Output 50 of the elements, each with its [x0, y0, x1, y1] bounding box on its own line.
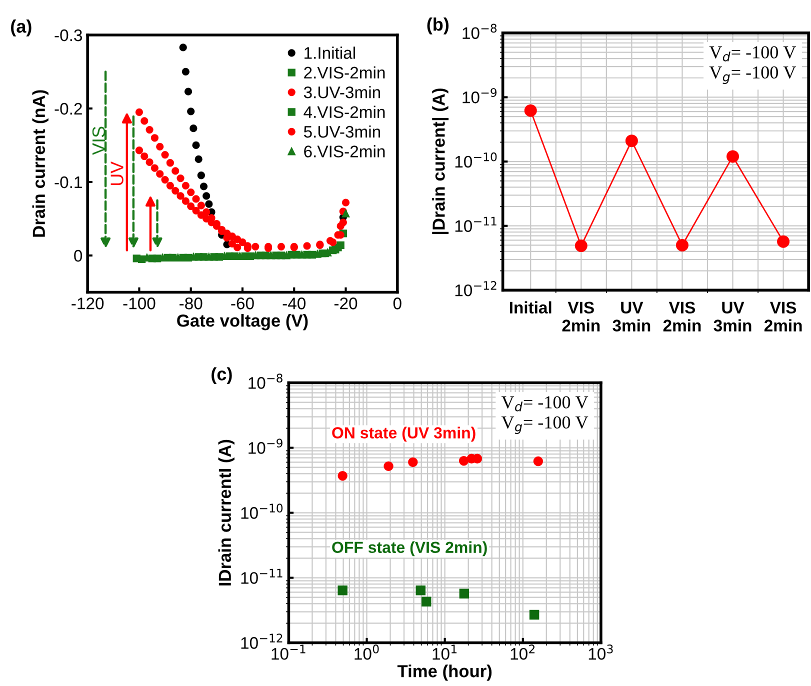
x-tick-label: -100: [123, 298, 156, 310]
x-tick-label: -60: [231, 298, 254, 310]
x-tick-label: UV 3min: [714, 302, 752, 332]
series-label: OFF state (VIS 2min): [332, 541, 487, 556]
x-tick-label: 10$^{0}$: [354, 644, 379, 660]
y-axis-title: Drain current (nA): [32, 90, 48, 237]
series-label: ON state (UV 3min): [332, 426, 476, 442]
x-tick-label: -120: [72, 298, 104, 310]
legend-label: 1.Initial: [304, 46, 355, 59]
x-tick-label: Initial: [510, 301, 552, 314]
x-axis-title: Gate voltage (V): [177, 314, 308, 330]
chart-title: (c): [212, 367, 232, 384]
y-tick-label: 10$^{−10}$: [241, 504, 283, 519]
x-tick-label: VIS 2min: [562, 302, 600, 332]
y-tick-label: -0.1: [54, 176, 82, 188]
x-tick-label: 10$^{1}$: [432, 644, 457, 660]
x-tick-label: 10$^{2}$: [510, 644, 535, 660]
annotation: V$_{d}$= -100 V V$_{g}$= -100 V: [501, 396, 588, 434]
legend-label: 3.UV-3min: [304, 86, 380, 98]
y-tick-label: 10$^{−8}$: [462, 24, 497, 40]
legend-label: 5.UV-3min: [304, 125, 380, 138]
annotation: VIS: [92, 126, 106, 155]
x-axis-title: Time (hour): [397, 664, 492, 681]
y-tick-label: 10$^{−9}$: [462, 88, 497, 104]
y-tick-label: 10$^{−8}$: [248, 374, 282, 389]
legend-label: 2.VIS-2min: [304, 66, 385, 79]
y-tick-label: 10$^{−9}$: [248, 438, 282, 454]
y-tick-label: 10$^{−10}$: [455, 152, 497, 168]
y-tick-label: 10$^{−12}$: [455, 281, 496, 296]
x-tick-label: 10$^{3}$: [588, 644, 613, 660]
x-tick-label: 0: [393, 298, 402, 310]
y-axis-title: |Drain current| (A): [432, 88, 449, 234]
legend-label: 6.VIS-2min: [304, 145, 385, 158]
annotation: UV: [110, 161, 124, 186]
x-tick-label: VIS 2min: [663, 302, 701, 332]
y-tick-label: -0.3: [54, 29, 82, 42]
x-tick-label: -20: [334, 298, 358, 310]
y-tick-label: 10$^{−11}$: [241, 568, 282, 584]
chart-title: (a): [11, 20, 32, 36]
legend-label: 4.VIS-2min: [304, 106, 385, 118]
y-tick-label: 0: [74, 250, 82, 262]
y-axis-title: IDrain currentI (A): [218, 440, 234, 586]
y-tick-label: 10$^{−11}$: [455, 216, 496, 232]
x-tick-label: VIS 2min: [764, 302, 802, 332]
chart-title: (b): [427, 17, 449, 34]
annotation: V$_{d}$= -100 V V$_{g}$= -100 V: [709, 46, 796, 84]
x-tick-label: UV 3min: [612, 302, 650, 332]
x-tick-label: -40: [282, 298, 306, 310]
y-tick-label: -0.2: [54, 102, 82, 115]
x-tick-label: -80: [180, 298, 202, 310]
